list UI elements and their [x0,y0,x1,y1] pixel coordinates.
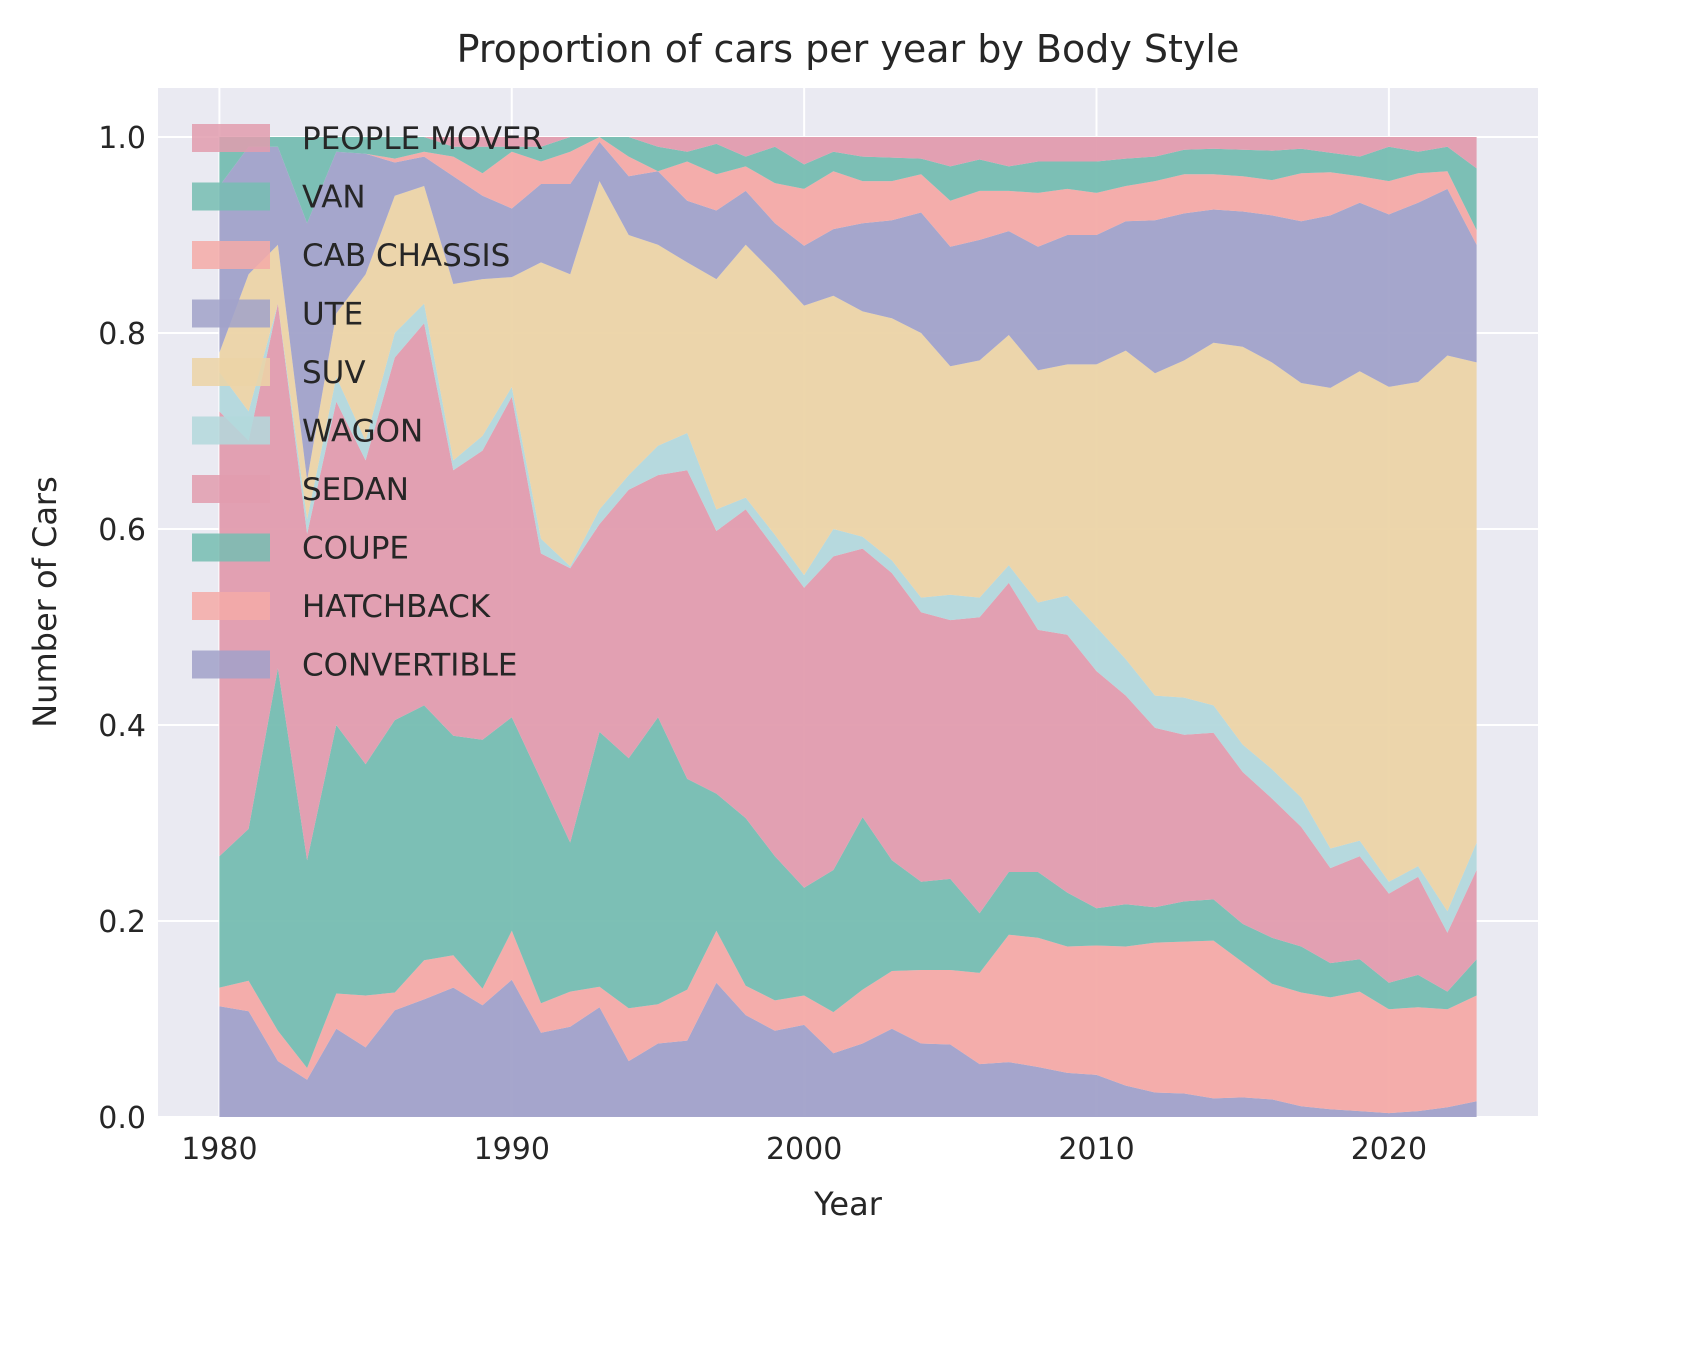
legend: PEOPLE MOVER VAN CAB CHASSIS UTE SUV WAGON SED… [192,121,543,684]
legend-swatch [192,124,270,152]
legend-label: SEDAN [302,472,409,508]
legend-swatch [192,182,270,211]
area-cab-chassis [219,137,1477,247]
x-tick-label: 2000 [766,1132,842,1167]
y-tick-label: 0.2 [98,905,146,940]
legend-label: WAGON [302,414,423,450]
y-tick-label: 0.4 [98,709,146,744]
legend-swatch [192,358,270,386]
legend-swatch [192,650,270,679]
y-tick-label: 0.0 [98,1101,146,1136]
legend-label: VAN [302,180,366,216]
x-ticks: 1980 1990 2000 2010 2020 [181,1132,1427,1167]
area-van [219,137,1477,231]
areas [219,137,1477,1117]
area-coupe [219,668,1477,1068]
area-people-mover [219,137,1477,169]
y-tick-label: 0.6 [98,513,146,548]
y-ticks: 0.0 0.2 0.4 0.6 0.8 1.0 [98,121,146,1136]
legend-swatch [192,299,270,328]
area-hatchback [219,930,1477,1114]
legend-swatch [192,241,270,269]
x-tick-label: 2020 [1351,1132,1427,1167]
y-tick-label: 1.0 [98,121,146,156]
legend-label: CAB CHASSIS [302,238,510,274]
x-tick-label: 1990 [474,1132,550,1167]
x-axis-label: Year [813,1185,883,1223]
chart-title: Proportion of cars per year by Body Styl… [457,27,1240,71]
legend-label: CONVERTIBLE [302,648,518,684]
legend-label: UTE [302,297,363,333]
legend-label: HATCHBACK [302,589,491,625]
legend-label: SUV [302,355,366,391]
legend-swatch [192,475,270,503]
x-tick-label: 1980 [181,1132,257,1167]
area-suv [219,181,1477,912]
x-tick-label: 2010 [1058,1132,1134,1167]
legend-swatch [192,592,270,620]
area-ute [219,141,1477,480]
legend-swatch [192,416,270,445]
legend-swatch [192,533,270,562]
legend-label: PEOPLE MOVER [302,121,543,157]
area-sedan [219,303,1477,992]
legend-label: COUPE [302,531,409,567]
y-tick-label: 0.8 [98,317,146,352]
y-axis-label: Number of Cars [26,476,64,728]
